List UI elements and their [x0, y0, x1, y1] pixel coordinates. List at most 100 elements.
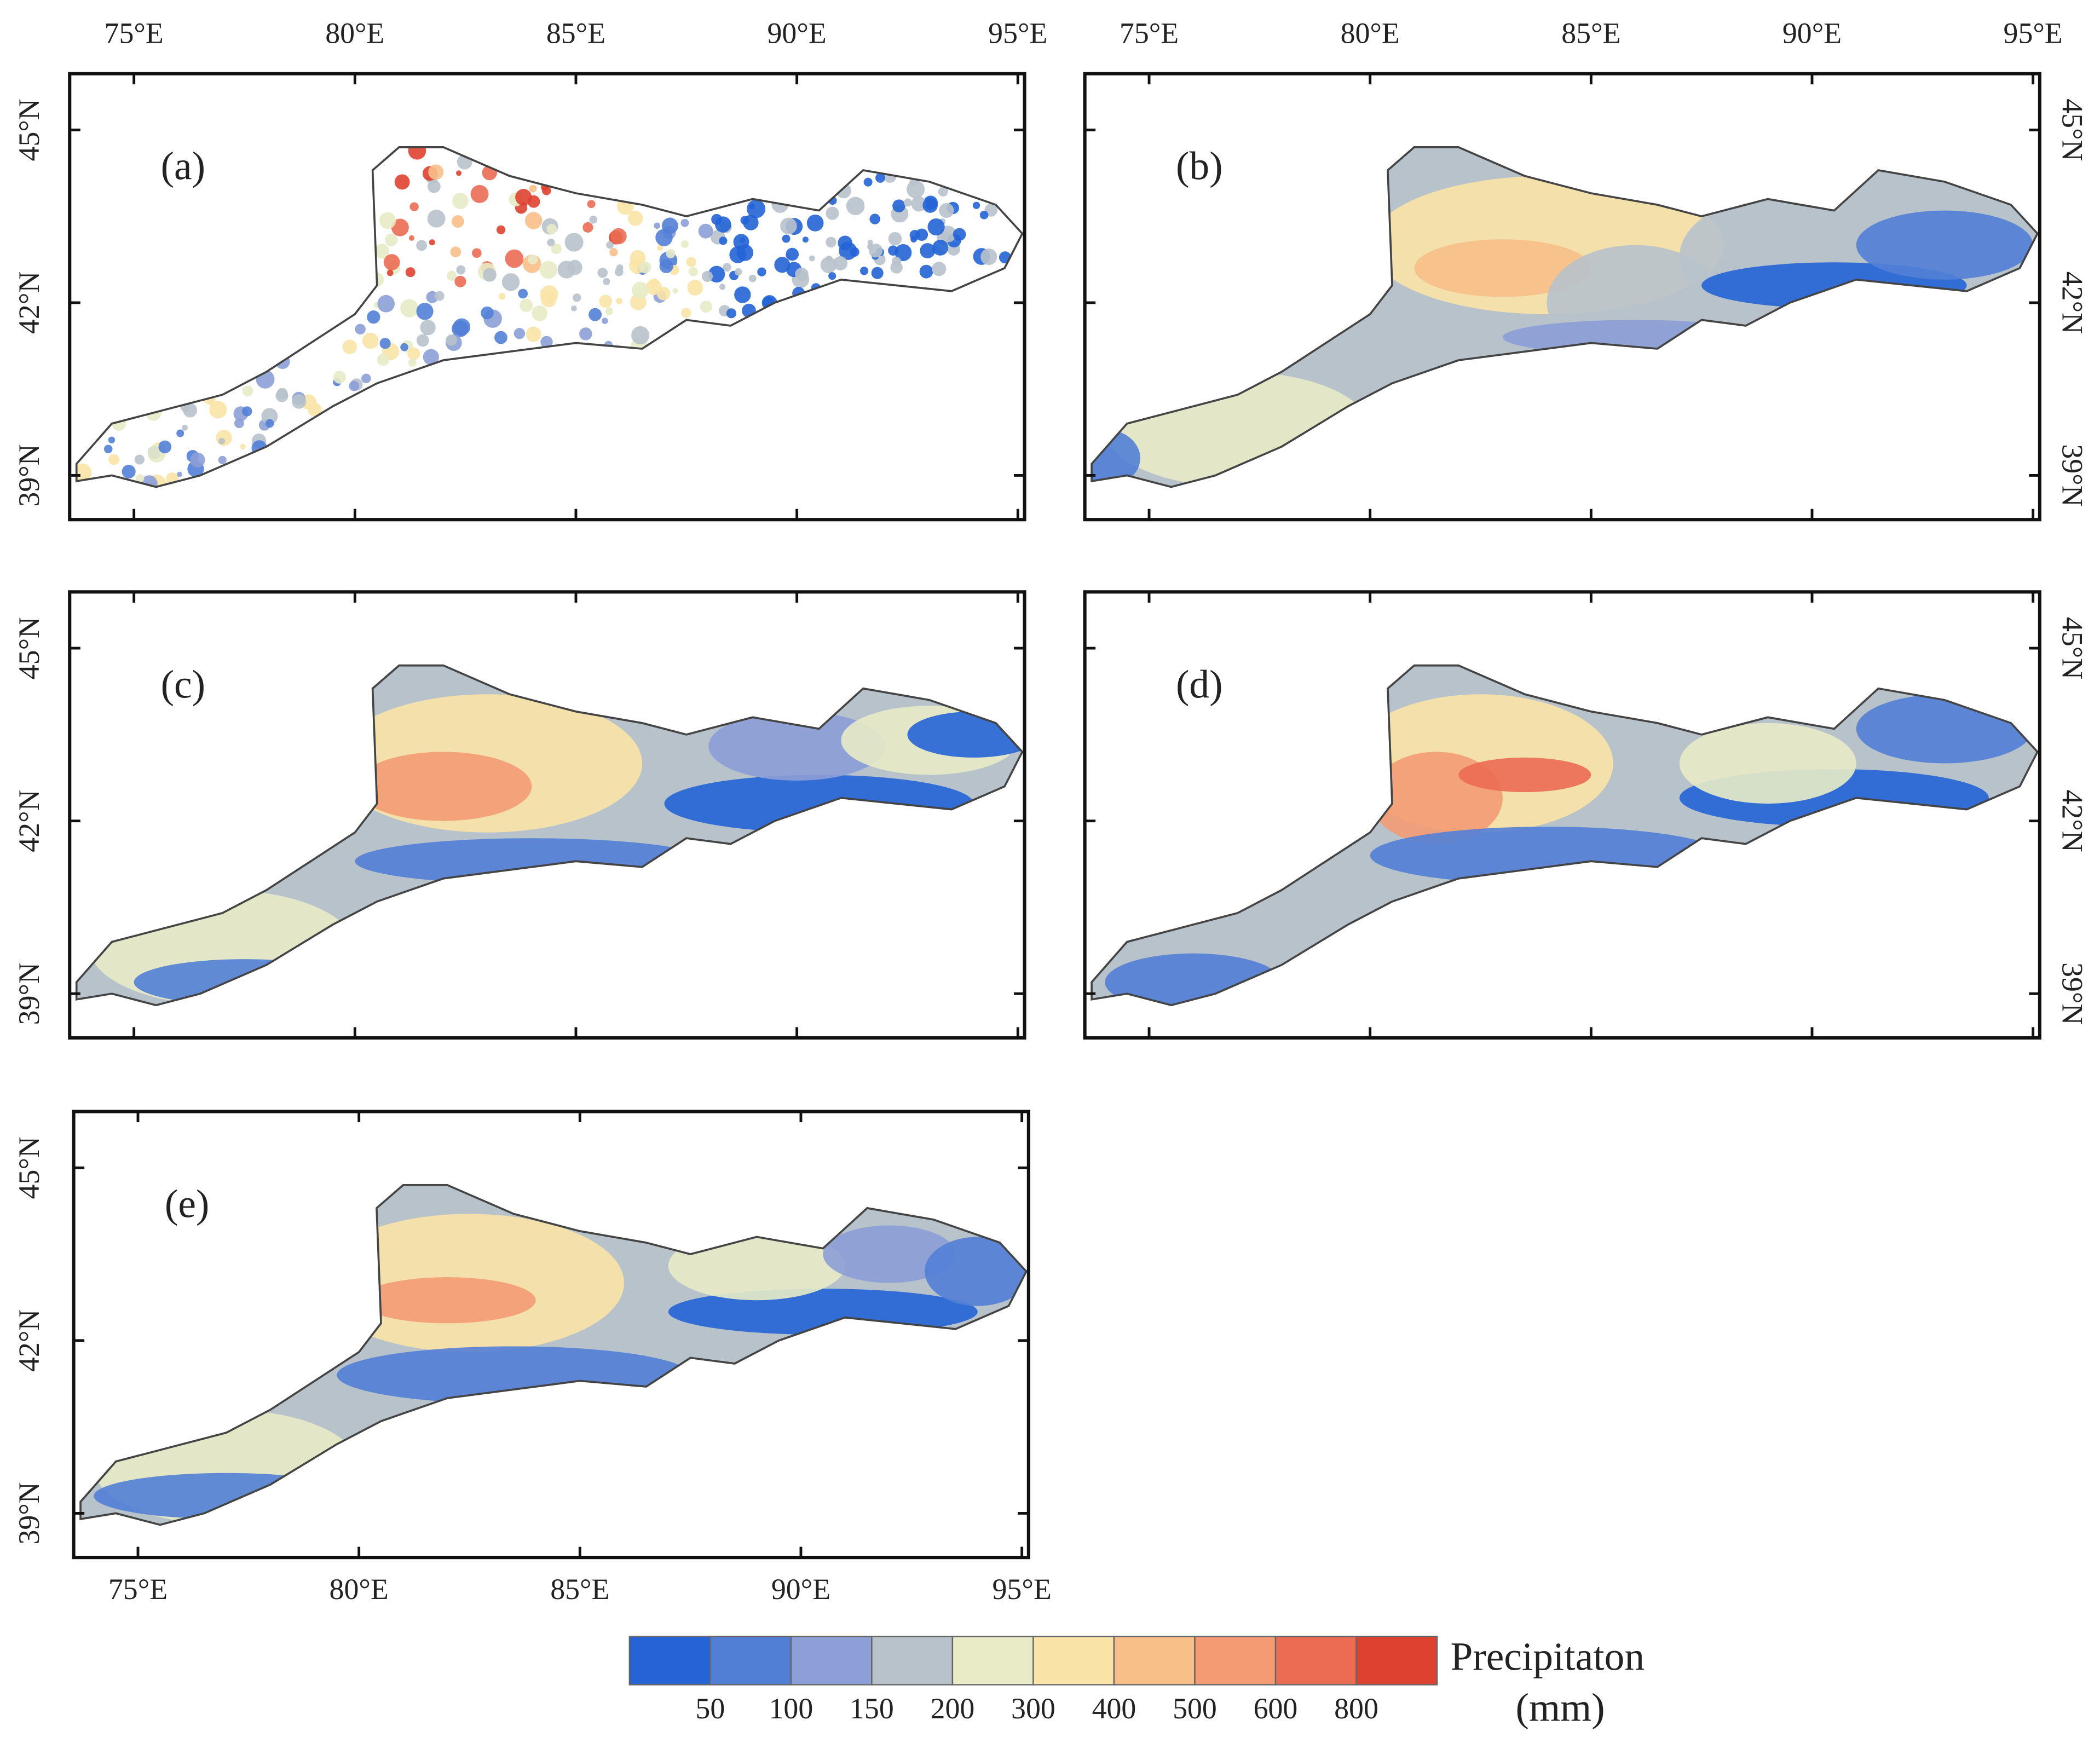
- region-pattern: [1092, 176, 2033, 487]
- station-dot: [719, 284, 726, 290]
- station-dot: [606, 241, 614, 249]
- station-dot: [261, 408, 278, 425]
- station-dot: [472, 248, 482, 258]
- station-dot: [631, 326, 650, 345]
- colorbar-swatch: [1032, 1636, 1115, 1685]
- region-outline: [75, 146, 1024, 488]
- station-dot: [587, 200, 596, 209]
- station-dot: [836, 183, 851, 199]
- station-dot: [701, 270, 713, 282]
- station-dot: [875, 173, 885, 183]
- station-dot: [190, 452, 205, 467]
- station-dot: [104, 445, 113, 453]
- precip-zone: [1370, 827, 1724, 885]
- precip-zone: [668, 1231, 845, 1301]
- lon-label: 85°E: [546, 16, 605, 49]
- station-dot: [547, 238, 555, 247]
- station-dot: [833, 256, 848, 270]
- colorbar-tick: 400: [1092, 1692, 1136, 1725]
- lat-label: 45°N: [2056, 99, 2089, 161]
- station-dot: [922, 198, 938, 213]
- station-dot: [529, 184, 537, 193]
- region-outline: [75, 664, 1024, 1007]
- station-dot: [826, 236, 836, 248]
- lat-label: 39°N: [13, 962, 45, 1025]
- lon-label: 90°E: [768, 16, 827, 49]
- station-dot: [394, 174, 410, 190]
- station-dot: [428, 164, 444, 180]
- station-dot: [603, 278, 610, 285]
- station-dot: [265, 419, 274, 428]
- map-panel: (a) 75°E 80°E 85°E 90°E 95°E 39°N 42°N 45°N: [13, 16, 1047, 522]
- station-dot: [780, 217, 797, 235]
- station-dot: [135, 474, 145, 483]
- station-dot: [385, 233, 398, 246]
- station-dot: [122, 464, 136, 479]
- colorbar-tick: 800: [1334, 1692, 1378, 1725]
- station-dot: [828, 272, 836, 280]
- station-dot: [434, 291, 445, 301]
- precip-zone: [1679, 723, 1856, 804]
- station-dot: [451, 215, 464, 228]
- station-dot: [377, 354, 389, 366]
- station-dot: [602, 318, 608, 324]
- station-dot: [540, 336, 553, 349]
- station-dot: [579, 327, 592, 340]
- station-dot: [903, 198, 912, 207]
- station-dot: [681, 308, 691, 318]
- station-dot: [456, 265, 466, 275]
- station-dot: [446, 270, 457, 281]
- station-dot: [589, 215, 598, 224]
- station-dot: [657, 245, 664, 251]
- colorbar-title: Precipitaton: [1450, 1634, 1645, 1678]
- station-dot: [540, 291, 557, 308]
- station-dot: [700, 301, 712, 313]
- station-dot: [846, 197, 865, 216]
- station-dot: [209, 401, 227, 419]
- station-dot: [838, 235, 853, 251]
- station-dot: [909, 179, 916, 187]
- station-dot: [567, 259, 582, 275]
- colorbar-swatch: [1194, 1636, 1277, 1685]
- station-dot: [654, 222, 660, 229]
- panel-label: (b): [1176, 144, 1223, 188]
- station-dot: [891, 256, 902, 267]
- station-dot: [631, 281, 649, 299]
- precip-zone: [1092, 429, 1140, 487]
- colorbar-unit: (mm): [1516, 1685, 1605, 1729]
- station-dot: [427, 209, 446, 228]
- station-dot: [589, 308, 602, 321]
- panel-label: (a): [161, 144, 205, 188]
- station-dot: [915, 228, 928, 241]
- precip-zone: [823, 1225, 956, 1283]
- station-dot: [953, 228, 966, 241]
- station-dot: [501, 273, 520, 291]
- station-dot: [377, 295, 395, 313]
- station-dot: [379, 212, 396, 229]
- station-dot: [405, 267, 416, 278]
- station-dot: [524, 212, 543, 229]
- station-dot: [383, 254, 400, 270]
- colorbar-tick: 600: [1254, 1692, 1298, 1725]
- station-dot: [743, 215, 759, 230]
- station-dot: [242, 406, 252, 417]
- station-dot: [333, 371, 346, 384]
- colorbar-tick: 500: [1173, 1692, 1217, 1725]
- colorbar-tick: 150: [850, 1692, 894, 1725]
- station-dot: [582, 222, 593, 233]
- station-dot: [408, 235, 415, 241]
- lon-label: 75°E: [105, 16, 164, 49]
- station-dot: [240, 443, 246, 449]
- station-dot: [729, 246, 747, 263]
- station-dot: [972, 201, 980, 209]
- region-outline: [79, 1184, 1028, 1526]
- station-dot: [532, 305, 548, 321]
- station-dot: [218, 437, 226, 445]
- station-dot: [494, 331, 507, 344]
- colorbar-tick: 300: [1011, 1692, 1055, 1725]
- station-dot: [616, 297, 623, 304]
- station-dot: [367, 310, 380, 324]
- precip-zone: [925, 1237, 1026, 1306]
- station-dot: [860, 267, 869, 275]
- station-dot: [888, 245, 898, 256]
